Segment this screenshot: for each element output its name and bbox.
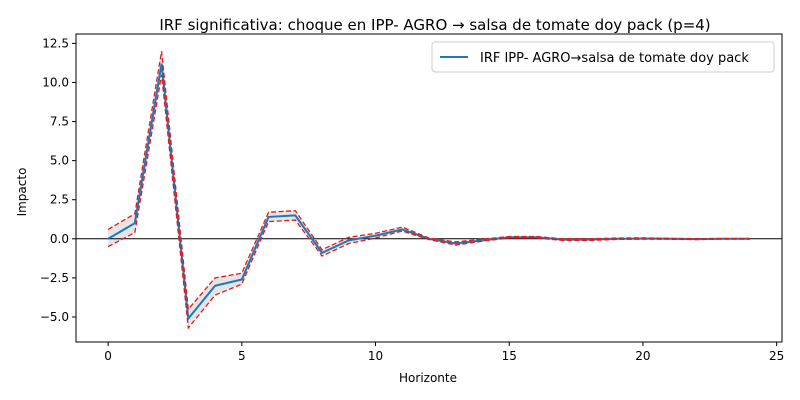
- irf-point: [107, 238, 109, 240]
- y-tick-label: 0.0: [50, 232, 69, 246]
- y-tick-label: 5.0: [50, 154, 69, 168]
- irf-point: [268, 216, 270, 218]
- y-tick-label: 10.0: [42, 75, 69, 89]
- irf-point: [401, 228, 403, 230]
- y-tick-label: 12.5: [42, 36, 69, 50]
- irf-point: [348, 239, 350, 241]
- plot-frame: [75, 33, 783, 343]
- legend: IRF IPP- AGRO→salsa de tomate doy pack: [431, 41, 775, 73]
- irf-point: [241, 278, 243, 280]
- irf-point: [161, 63, 163, 65]
- chart-title: IRF significativa: choque en IPP- AGRO →…: [159, 16, 710, 34]
- irf-point: [321, 252, 323, 254]
- y-tick-label: −5.0: [40, 310, 69, 324]
- y-axis-label: Impacto: [15, 168, 29, 217]
- irf-point: [294, 214, 296, 216]
- x-tick-label: 25: [769, 349, 784, 363]
- x-tick-label: 10: [368, 349, 383, 363]
- x-tick-label: 15: [502, 349, 517, 363]
- x-tick-label: 20: [635, 349, 650, 363]
- x-tick-label: 5: [238, 349, 246, 363]
- irf-point: [214, 285, 216, 287]
- band-upper-line: [107, 51, 750, 311]
- x-axis-label: Horizonte: [399, 371, 457, 385]
- y-tick-label: 7.5: [50, 115, 69, 129]
- irf-point: [375, 235, 377, 237]
- y-tick-label: 2.5: [50, 193, 69, 207]
- legend-frame: [431, 41, 775, 73]
- irf-point: [455, 243, 457, 245]
- band-lower-line: [107, 74, 750, 330]
- plot-area: [76, 51, 782, 330]
- irf-point: [134, 222, 136, 224]
- legend-label: IRF IPP- AGRO→salsa de tomate doy pack: [480, 51, 749, 66]
- x-tick-label: 0: [104, 349, 112, 363]
- y-tick-label: −2.5: [40, 271, 69, 285]
- axes: 0 5 10 15 20 25 −5.0 −2.5 0.0 2.5 5.0 7.5 10.0 12.5: [40, 33, 784, 363]
